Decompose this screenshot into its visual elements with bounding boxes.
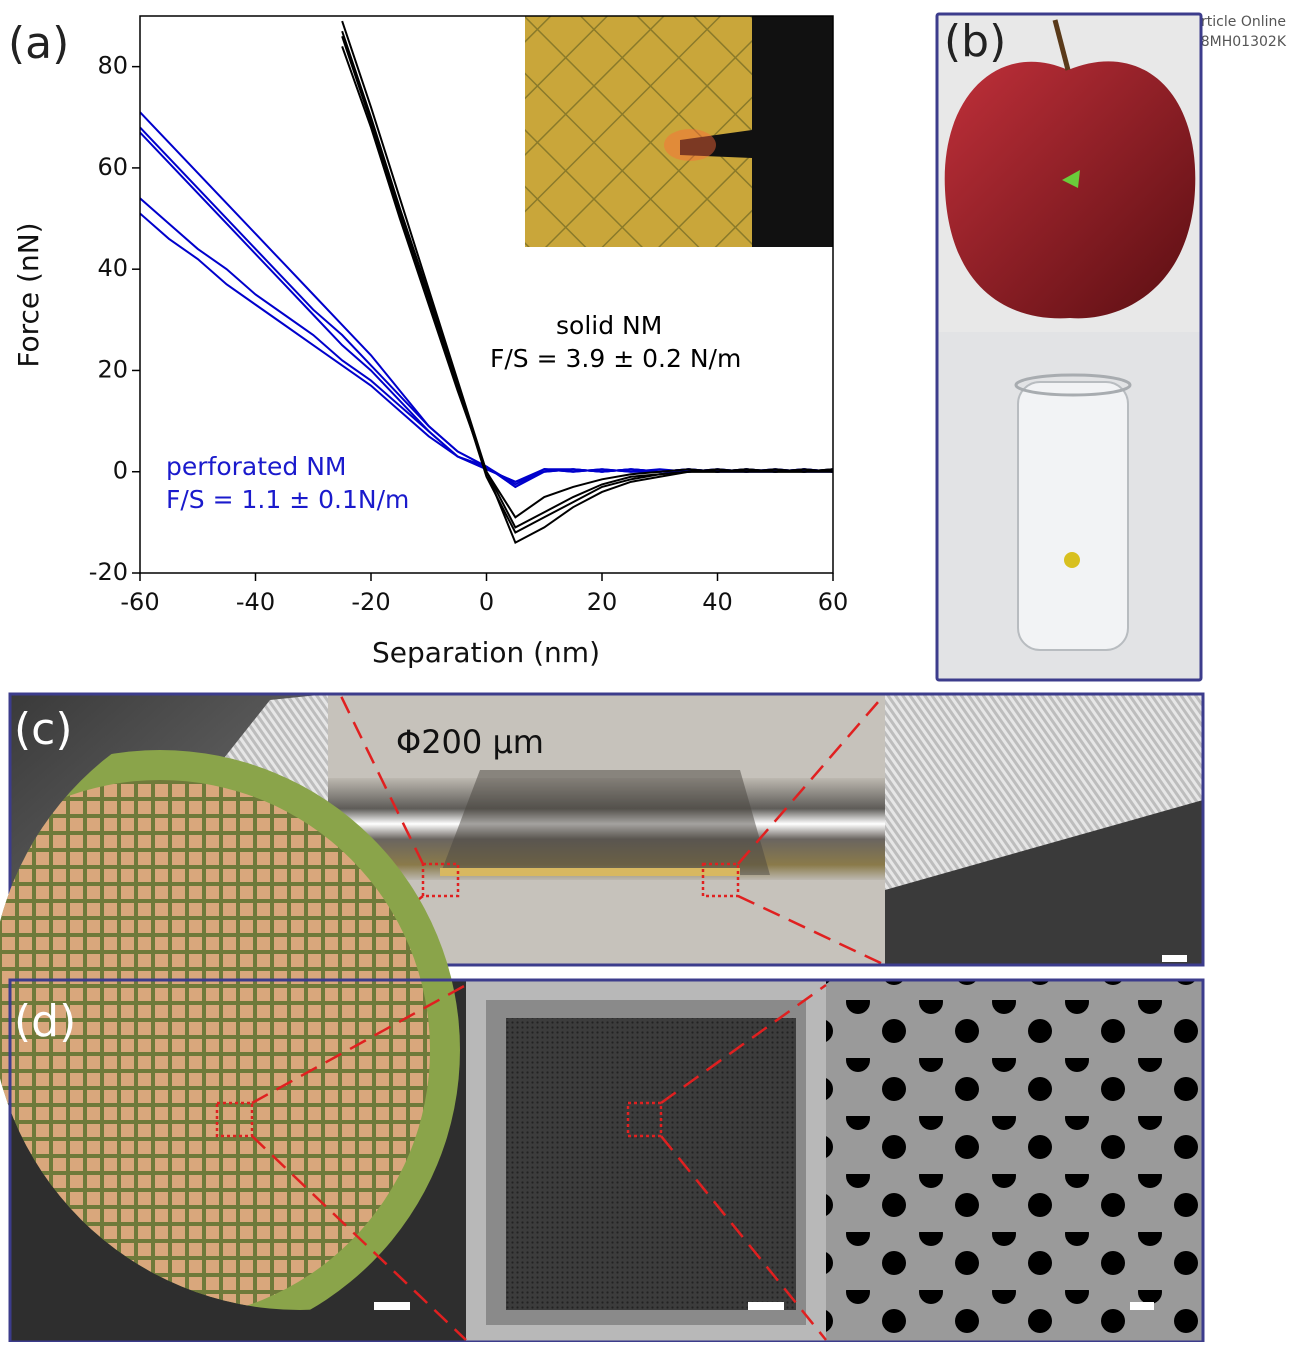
y-tick-label: 20 (97, 355, 128, 383)
vial-photo (937, 332, 1201, 680)
caption: Φ200 μm (396, 723, 544, 761)
x-axis-label: Separation (nm) (372, 636, 600, 669)
page: View Article Online DOI: 10.1039/C8MH013… (0, 0, 1290, 1342)
y-tick-label: 0 (113, 457, 128, 485)
membrane-image (466, 980, 826, 1342)
annotation: perforated NM (166, 452, 347, 481)
holes-image (826, 980, 1203, 1342)
y-tick-label: -20 (89, 558, 128, 586)
annotation: F/S = 3.9 ± 0.2 N/m (490, 344, 741, 373)
x-tick-label: -60 (120, 588, 159, 616)
panel-label: (c) (14, 704, 73, 755)
x-tick-label: 0 (479, 588, 494, 616)
y-tick-label: 60 (97, 153, 128, 181)
y-axis-label: Force (nN) (12, 222, 45, 367)
annotation: solid NM (556, 311, 662, 340)
x-tick-label: 60 (818, 588, 849, 616)
x-tick-label: -20 (351, 588, 390, 616)
x-tick-label: 20 (587, 588, 618, 616)
panel-label: (a) (8, 18, 69, 69)
y-tick-label: 80 (97, 52, 128, 80)
x-tick-label: 40 (702, 588, 733, 616)
inset-photo (525, 16, 833, 247)
figure: View Article Online DOI: 10.1039/C8MH013… (0, 0, 1290, 1342)
panel-label: (d) (14, 996, 76, 1047)
x-tick-label: -40 (236, 588, 275, 616)
y-tick-label: 40 (97, 254, 128, 282)
sem-image (885, 694, 1203, 965)
annotation: F/S = 1.1 ± 0.1N/m (166, 485, 409, 514)
panel-label: (b) (944, 16, 1006, 67)
